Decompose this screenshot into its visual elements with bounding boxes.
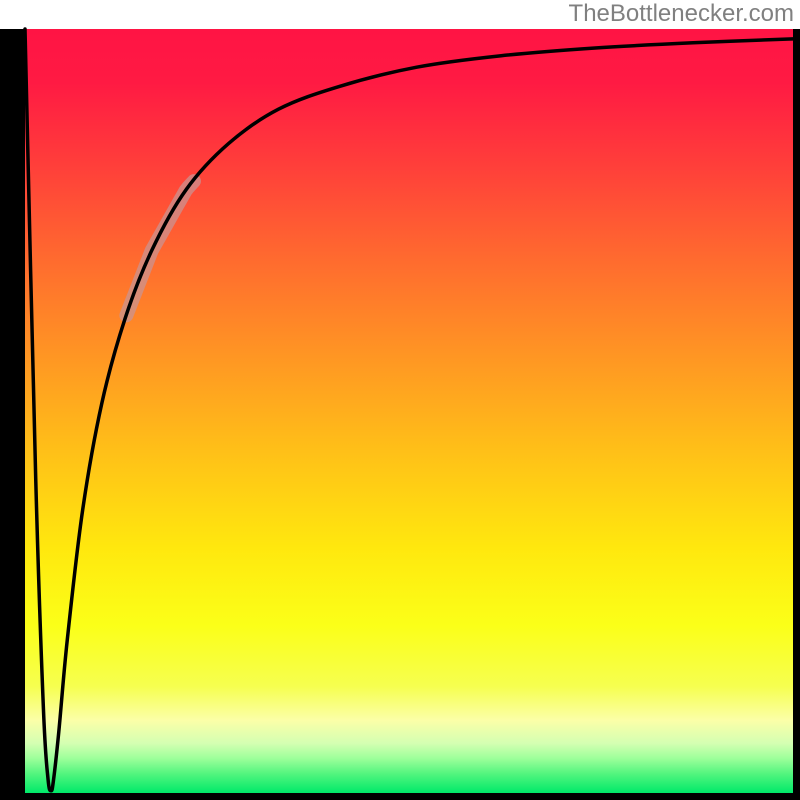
plot-background [25,29,793,793]
watermark-text: TheBottlenecker.com [569,0,794,28]
chart-container: TheBottlenecker.com [0,0,800,800]
bottleneck-chart [0,0,800,800]
